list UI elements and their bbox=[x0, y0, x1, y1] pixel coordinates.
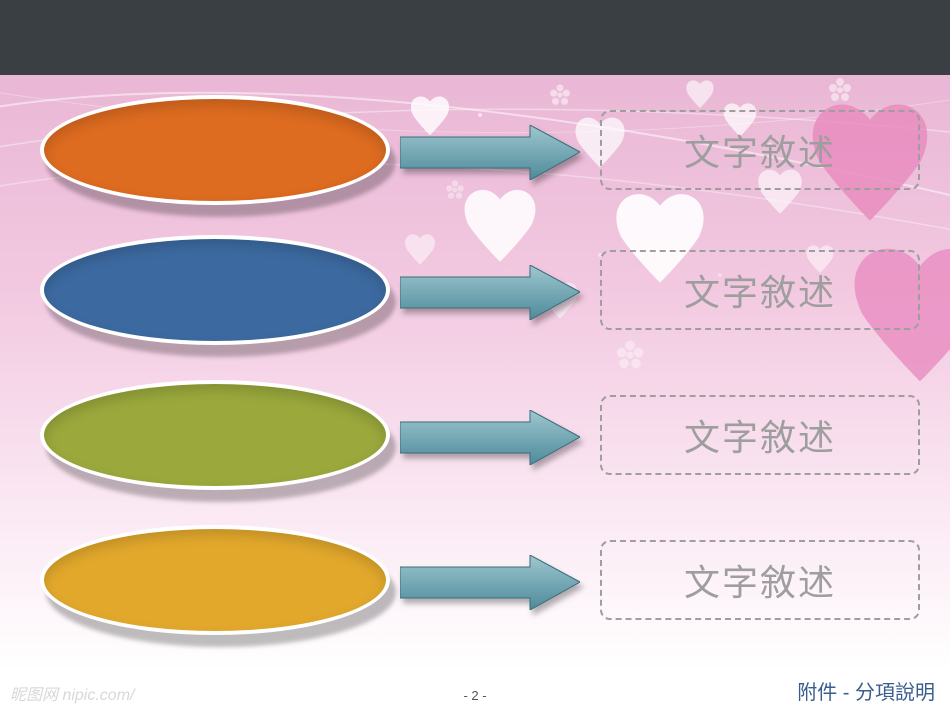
text-box-label: 文字敘述 bbox=[684, 554, 836, 606]
diagram-row-3: 文字敘述 bbox=[0, 380, 950, 490]
content-area: 文字敘述 文字敘述 bbox=[0, 75, 950, 670]
text-box-label: 文字敘述 bbox=[684, 124, 836, 176]
ellipse-4 bbox=[40, 525, 390, 635]
diagram-row-2: 文字敘述 bbox=[0, 235, 950, 345]
diagram-row-4: 文字敘述 bbox=[0, 525, 950, 635]
ellipse-2 bbox=[40, 235, 390, 345]
header-bar bbox=[0, 0, 950, 75]
slide: 文字敘述 文字敘述 bbox=[0, 0, 950, 713]
text-box-label: 文字敘述 bbox=[684, 409, 836, 461]
diagram-row-1: 文字敘述 bbox=[0, 95, 950, 205]
text-box-2: 文字敘述 bbox=[600, 250, 920, 330]
arrow-1 bbox=[400, 125, 580, 180]
ellipse-3 bbox=[40, 380, 390, 490]
arrow-4 bbox=[400, 555, 580, 610]
footer-right-text: 附件 - 分項說明 bbox=[797, 676, 935, 705]
text-box-3: 文字敘述 bbox=[600, 395, 920, 475]
arrow-3 bbox=[400, 410, 580, 465]
footer: 昵图网 nipic.com/ - 2 - 附件 - 分項說明 bbox=[0, 670, 950, 713]
watermark-text: 昵图网 nipic.com/ bbox=[10, 681, 134, 705]
text-box-4: 文字敘述 bbox=[600, 540, 920, 620]
ellipse-1 bbox=[40, 95, 390, 205]
page-number: - 2 - bbox=[463, 688, 486, 703]
text-box-label: 文字敘述 bbox=[684, 264, 836, 316]
arrow-2 bbox=[400, 265, 580, 320]
text-box-1: 文字敘述 bbox=[600, 110, 920, 190]
